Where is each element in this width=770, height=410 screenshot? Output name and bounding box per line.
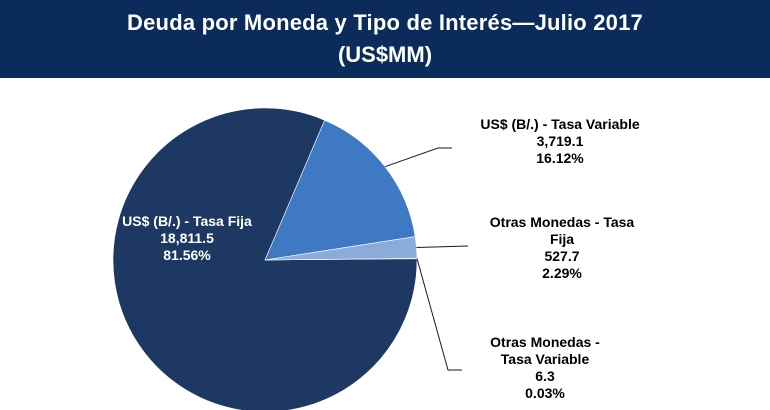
label-otras-variable-name: Otras Monedas -: [490, 334, 600, 350]
chart-title: Deuda por Moneda y Tipo de Interés—Julio…: [127, 10, 643, 35]
pie-slice-tasa-variable: [264, 119, 416, 261]
pie-chart: [112, 107, 469, 410]
label-otras-variable-name2: Tasa Variable: [500, 351, 590, 367]
label-tasa-variable-percent: 16.12%: [536, 150, 584, 166]
label-otras-fija-name2: Fija: [549, 231, 575, 247]
leader-line-otras-variable: [416, 258, 462, 371]
label-tasa-fija-name: US$ (B/.) - Tasa Fija: [122, 213, 252, 229]
label-otras-fija-value: 527.7: [544, 248, 580, 264]
label-otras-variable: Otras Monedas - Tasa Variable 6.3 0.03%: [450, 334, 640, 402]
chart-subtitle: (US$MM): [337, 42, 433, 67]
pie-slice-tasa-fija: [112, 107, 418, 410]
label-otras-fija: Otras Monedas - Tasa Fija 527.7 2.29%: [462, 214, 662, 282]
label-otras-fija-name: Otras Monedas - Tasa: [489, 214, 635, 230]
leader-line-tasa-variable: [384, 147, 452, 168]
label-tasa-fija-percent: 81.56%: [163, 247, 211, 263]
label-tasa-fija: US$ (B/.) - Tasa Fija 18,811.5 81.56%: [92, 213, 282, 264]
label-otras-variable-percent: 0.03%: [525, 385, 565, 401]
label-tasa-variable: US$ (B/.) - Tasa Variable 3,719.1 16.12%: [455, 116, 665, 167]
label-tasa-fija-value: 18,811.5: [160, 230, 214, 246]
label-otras-variable-value: 6.3: [535, 368, 555, 384]
label-tasa-variable-name: US$ (B/.) - Tasa Variable: [480, 116, 640, 132]
leader-line-otras-fija: [416, 245, 469, 249]
title-banner: Deuda por Moneda y Tipo de Interés—Julio…: [0, 0, 770, 78]
label-tasa-variable-value: 3,719.1: [536, 133, 584, 149]
label-otras-fija-percent: 2.29%: [542, 265, 582, 281]
